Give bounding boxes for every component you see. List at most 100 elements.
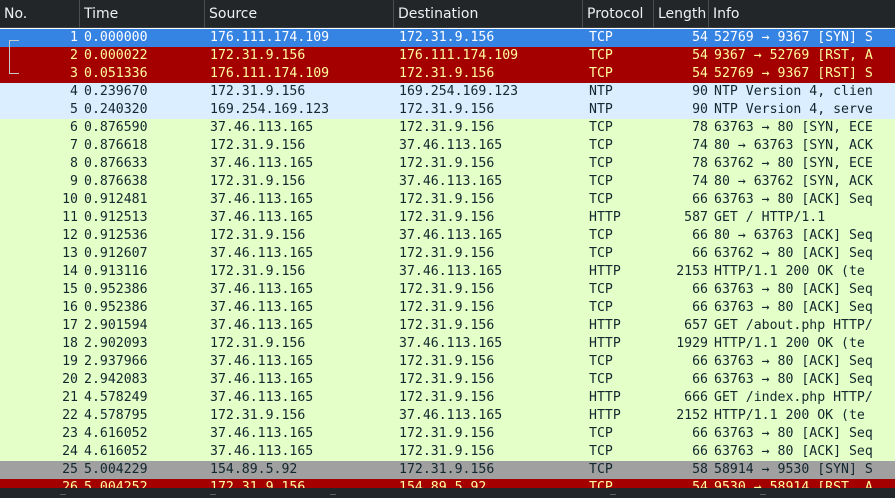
packet-source: 37.46.113.165 — [210, 354, 314, 369]
packet-row[interactable]: 2 0.000022 172.31.9.156 176.111.174.109 TCP 5… — [0, 47, 895, 65]
packet-protocol: HTTP — [589, 408, 621, 423]
packet-length: 54 — [692, 30, 708, 45]
packet-no: 12 — [62, 228, 78, 243]
packet-source: 176.111.174.109 — [210, 30, 330, 45]
packet-row[interactable]: 17 2.901594 37.46.113.165 172.31.9.156 HTTP 6… — [0, 317, 895, 335]
packet-row[interactable]: 25 5.004229 154.89.5.92 172.31.9.156 TCP 58 58… — [0, 461, 895, 479]
packet-row[interactable]: 11 0.912513 37.46.113.165 172.31.9.156 HTTP 5… — [0, 209, 895, 227]
packet-no: 8 — [70, 156, 78, 171]
column-header-protocol[interactable]: Protocol — [583, 0, 654, 28]
packet-source: 37.46.113.165 — [210, 156, 314, 171]
packet-protocol: TCP — [589, 192, 613, 207]
packet-protocol: TCP — [589, 228, 613, 243]
packet-destination: 37.46.113.165 — [399, 336, 503, 351]
packet-info: GET /index.php HTTP/ — [714, 390, 873, 405]
packet-row[interactable]: 1 0.000000 176.111.174.109 172.31.9.156 TCP 5… — [0, 29, 895, 47]
packet-destination: 172.31.9.156 — [399, 156, 495, 171]
packet-info: 63763 → 80 [ACK] Seq — [714, 426, 873, 441]
packet-source: 154.89.5.92 — [210, 462, 298, 477]
packet-row[interactable]: 6 0.876590 37.46.113.165 172.31.9.156 TCP 78 6… — [0, 119, 895, 137]
packet-no: 5 — [70, 102, 78, 117]
packet-no: 21 — [62, 390, 78, 405]
packet-time: 0.913116 — [84, 264, 148, 279]
packet-row[interactable]: 23 4.616052 37.46.113.165 172.31.9.156 TCP 66… — [0, 425, 895, 443]
packet-row[interactable]: 10 0.912481 37.46.113.165 172.31.9.156 TCP 66… — [0, 191, 895, 209]
packet-time: 2.937966 — [84, 354, 148, 369]
column-header-info[interactable]: Info — [713, 6, 740, 22]
packet-length: 1929 — [676, 336, 708, 351]
packet-row[interactable]: 14 0.913116 172.31.9.156 37.46.113.165 HTTP 2… — [0, 263, 895, 281]
packet-row[interactable]: 19 2.937966 37.46.113.165 172.31.9.156 TCP 66… — [0, 353, 895, 371]
packet-time: 0.876633 — [84, 156, 148, 171]
packet-row[interactable]: 3 0.051336 176.111.174.109 172.31.9.156 TCP 5… — [0, 65, 895, 83]
packet-row[interactable]: 21 4.578249 37.46.113.165 172.31.9.156 HTTP 6… — [0, 389, 895, 407]
packet-no: 9 — [70, 174, 78, 189]
column-header-length[interactable]: Length — [654, 0, 709, 28]
packet-row[interactable]: 12 0.912536 172.31.9.156 37.46.113.165 TCP 66… — [0, 227, 895, 245]
column-header-destination[interactable]: Destination — [394, 0, 583, 28]
column-header-time[interactable]: Time — [80, 0, 205, 28]
related-packets-bracket — [9, 40, 19, 74]
packet-time: 0.239670 — [84, 84, 148, 99]
packet-source: 37.46.113.165 — [210, 210, 314, 225]
packet-protocol: HTTP — [589, 318, 621, 333]
packet-time: 2.942083 — [84, 372, 148, 387]
packet-row[interactable]: 13 0.912607 37.46.113.165 172.31.9.156 TCP 66… — [0, 245, 895, 263]
packet-time: 0.000000 — [84, 30, 148, 45]
packet-info: 63763 → 80 [ACK] Seq — [714, 372, 873, 387]
packet-info: 63763 → 80 [SYN, ECE — [714, 120, 873, 135]
packet-protocol: TCP — [589, 354, 613, 369]
packet-no: 16 — [62, 300, 78, 315]
packet-time: 0.912607 — [84, 246, 148, 261]
packet-info: 63763 → 80 [ACK] Seq — [714, 192, 873, 207]
packet-destination: 172.31.9.156 — [399, 246, 495, 261]
packet-source: 37.46.113.165 — [210, 192, 314, 207]
packet-protocol: TCP — [589, 120, 613, 135]
packet-length: 54 — [692, 66, 708, 81]
packet-info: 58914 → 9530 [SYN] S — [714, 462, 873, 477]
packet-row[interactable]: 9 0.876638 172.31.9.156 37.46.113.165 TCP 74 8… — [0, 173, 895, 191]
packet-protocol: HTTP — [589, 336, 621, 351]
packet-row[interactable]: 20 2.942083 37.46.113.165 172.31.9.156 TCP 66… — [0, 371, 895, 389]
packet-info: 80 → 63763 [SYN, ACK — [714, 138, 873, 153]
separator — [210, 494, 216, 495]
packet-protocol: NTP — [589, 84, 613, 99]
packet-no: 22 — [62, 408, 78, 423]
packet-protocol: TCP — [589, 246, 613, 261]
packet-time: 0.876590 — [84, 120, 148, 135]
packet-source: 172.31.9.156 — [210, 336, 306, 351]
packet-row[interactable]: 18 2.902093 172.31.9.156 37.46.113.165 HTTP 1… — [0, 335, 895, 353]
packet-destination: 169.254.169.123 — [399, 84, 519, 99]
packet-row[interactable]: 7 0.876618 172.31.9.156 37.46.113.165 TCP 74 8… — [0, 137, 895, 155]
packet-destination: 37.46.113.165 — [399, 174, 503, 189]
packet-row[interactable]: 24 4.616052 37.46.113.165 172.31.9.156 TCP 66… — [0, 443, 895, 461]
packet-source: 37.46.113.165 — [210, 444, 314, 459]
packet-row[interactable]: 22 4.578795 172.31.9.156 37.46.113.165 HTTP 2… — [0, 407, 895, 425]
packet-info: 63763 → 80 [ACK] Seq — [714, 444, 873, 459]
scroll-area-bottom[interactable] — [0, 488, 895, 498]
packet-row[interactable]: 8 0.876633 37.46.113.165 172.31.9.156 TCP 78 6… — [0, 155, 895, 173]
packet-length: 66 — [692, 228, 708, 243]
column-header-no[interactable]: No. — [0, 0, 80, 28]
packet-row[interactable]: 5 0.240320 169.254.169.123 172.31.9.156 NTP 9… — [0, 101, 895, 119]
packet-length: 54 — [692, 48, 708, 63]
packet-length: 66 — [692, 354, 708, 369]
packet-row[interactable]: 15 0.952386 37.46.113.165 172.31.9.156 TCP 66… — [0, 281, 895, 299]
packet-destination: 172.31.9.156 — [399, 372, 495, 387]
column-header-source[interactable]: Source — [205, 0, 394, 28]
packet-length: 58 — [692, 462, 708, 477]
packet-time: 2.902093 — [84, 336, 148, 351]
packet-row[interactable]: 4 0.239670 172.31.9.156 169.254.169.123 NTP 9… — [0, 83, 895, 101]
packet-length: 66 — [692, 426, 708, 441]
packet-info: HTTP/1.1 200 OK (te — [714, 336, 865, 351]
packet-source: 172.31.9.156 — [210, 138, 306, 153]
packet-source: 37.46.113.165 — [210, 318, 314, 333]
packet-source: 172.31.9.156 — [210, 264, 306, 279]
packet-no: 14 — [62, 264, 78, 279]
packet-row[interactable]: 16 0.952386 37.46.113.165 172.31.9.156 TCP 66… — [0, 299, 895, 317]
packet-destination: 172.31.9.156 — [399, 390, 495, 405]
packet-protocol: TCP — [589, 300, 613, 315]
packet-length: 66 — [692, 300, 708, 315]
packet-time: 0.000022 — [84, 48, 148, 63]
